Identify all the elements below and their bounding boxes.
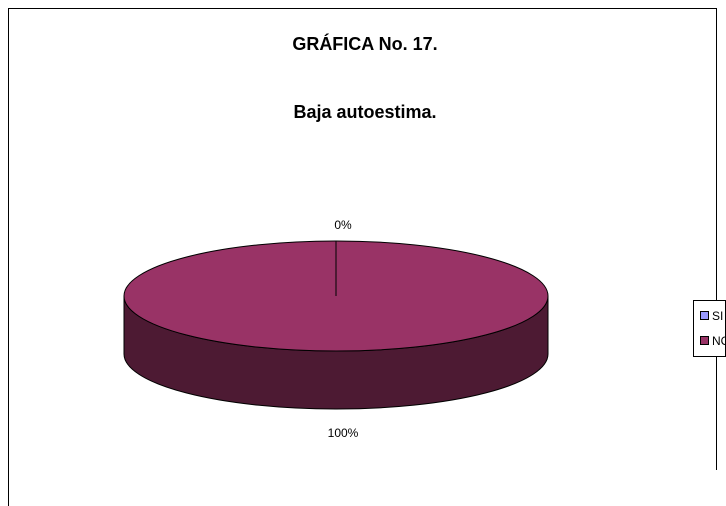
legend-label: NO	[712, 334, 726, 348]
chart-title: GRÁFICA No. 17.	[292, 33, 437, 54]
chart-subtitle: Baja autoestima.	[293, 102, 436, 122]
legend-swatch	[700, 336, 709, 345]
legend-label: SI	[712, 309, 723, 323]
data-label: 100%	[328, 426, 359, 440]
data-label: 0%	[334, 218, 352, 232]
legend-box	[693, 300, 726, 357]
legend-swatch	[700, 311, 709, 320]
chart-frame	[8, 8, 717, 506]
